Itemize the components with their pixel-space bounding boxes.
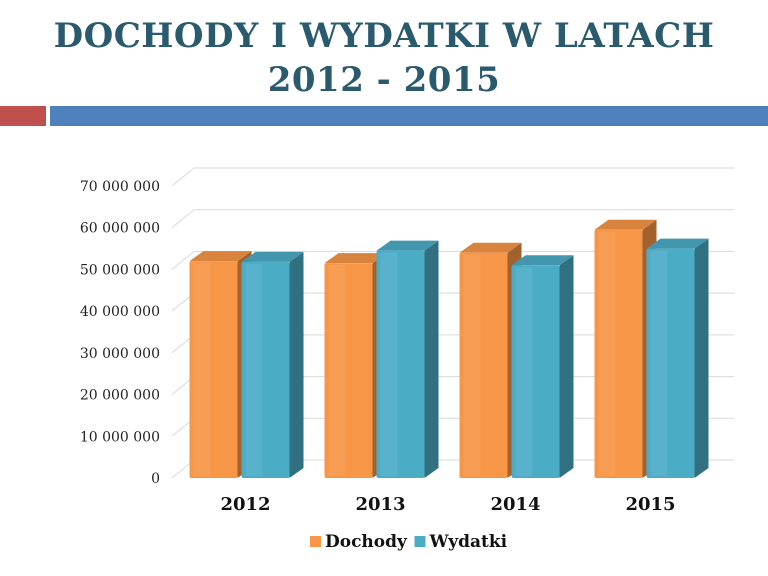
bar-top-dochody-2012 xyxy=(189,251,252,262)
bar-top-dochody-2014 xyxy=(459,242,522,253)
bar-highlight xyxy=(380,252,398,476)
x-tick-label-2014: 2014 xyxy=(490,494,540,515)
slide-title: DOCHODY I WYDATKI W LATACH 2012 - 2015 xyxy=(0,14,768,102)
legend-label-dochody: Dochody xyxy=(325,532,408,552)
bar-top-dochody-2015 xyxy=(594,219,657,230)
x-tick-label-2013: 2013 xyxy=(355,494,405,515)
bar-highlight xyxy=(598,231,616,476)
accent-bar-blue xyxy=(50,106,768,126)
y-tick-label: 60 000 000 xyxy=(80,221,160,237)
bar-wydatki-2015 xyxy=(646,248,695,478)
legend-label-wydatki: Wydatki xyxy=(429,532,508,552)
bar-chart: 0 10 000 000 20 000 000 30 000 000 40 000 00… xyxy=(80,167,734,552)
bar-highlight xyxy=(245,263,263,476)
bar-side-wydatki-2012 xyxy=(289,251,304,478)
bar-dochody-2015 xyxy=(594,229,643,478)
bar-highlight xyxy=(328,265,346,476)
bar-wydatki-2013 xyxy=(376,250,425,478)
legend-swatch-dochody xyxy=(310,536,321,547)
grid-diagonal xyxy=(171,167,195,187)
y-tick-label: 30 000 000 xyxy=(80,346,160,362)
bar-side-wydatki-2014 xyxy=(559,255,574,478)
bar-wydatki-2012 xyxy=(241,261,290,478)
bar-wydatki-2014 xyxy=(511,265,560,478)
bar-side-wydatki-2015 xyxy=(694,238,709,478)
legend-swatch-wydatki xyxy=(414,536,426,547)
y-tick-label: 0 xyxy=(151,471,160,487)
bar-top-wydatki-2012 xyxy=(241,251,304,262)
y-tick-label: 20 000 000 xyxy=(80,388,160,404)
bar-top-wydatki-2015 xyxy=(646,238,709,249)
y-tick-label: 50 000 000 xyxy=(80,262,160,278)
bar-highlight xyxy=(463,254,481,476)
y-tick-label: 70 000 000 xyxy=(80,179,160,195)
y-tick-label: 40 000 000 xyxy=(80,304,160,320)
grid-diagonal xyxy=(171,209,195,229)
bar-highlight xyxy=(515,267,533,476)
bar-top-wydatki-2014 xyxy=(511,255,574,266)
bar-top-dochody-2013 xyxy=(324,253,387,264)
bar-top-wydatki-2013 xyxy=(376,240,439,251)
slide-title-line2: 2012 - 2015 xyxy=(267,60,501,100)
y-tick-label: 10 000 000 xyxy=(80,429,160,445)
x-tick-label-2012: 2012 xyxy=(220,494,270,515)
x-tick-label-2015: 2015 xyxy=(625,494,675,515)
bar-dochody-2014 xyxy=(459,252,508,478)
grid-diagonal xyxy=(171,251,195,270)
bar-side-wydatki-2013 xyxy=(424,240,439,478)
bar-dochody-2013 xyxy=(324,263,373,478)
slide-title-line1: DOCHODY I WYDATKI W LATACH xyxy=(53,16,715,56)
bar-highlight xyxy=(650,250,668,476)
bar-highlight xyxy=(193,263,211,476)
accent-bar-red xyxy=(0,106,46,126)
bar-dochody-2012 xyxy=(189,261,238,478)
